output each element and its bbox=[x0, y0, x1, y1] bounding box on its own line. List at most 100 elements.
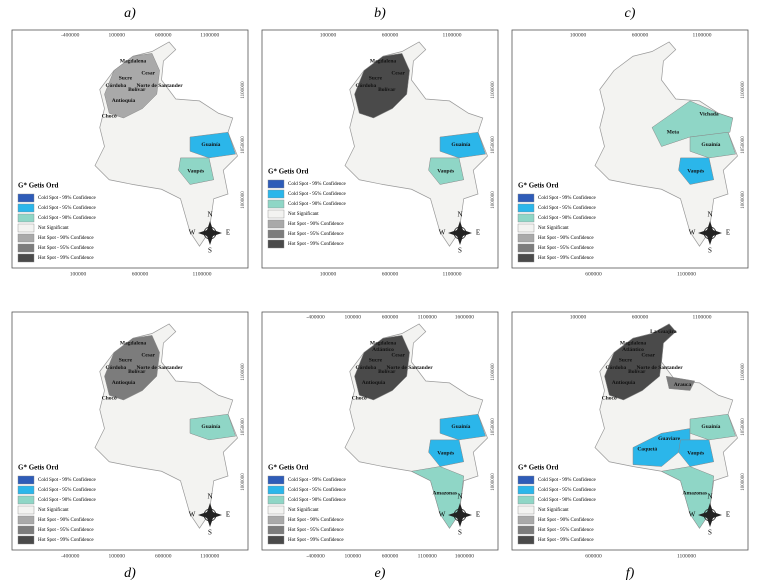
coord-label: 1000000 bbox=[241, 473, 246, 491]
legend-label: Cold Spot - 99% Confidence bbox=[288, 478, 347, 483]
region-label: Guainía bbox=[451, 142, 470, 148]
compass-rose bbox=[448, 503, 472, 527]
region-label: Bolívar bbox=[128, 369, 146, 375]
legend-swatch bbox=[517, 485, 535, 495]
compass-letter: S bbox=[208, 247, 212, 255]
region-label: Antioquia bbox=[112, 380, 136, 386]
legend-swatch bbox=[17, 213, 35, 223]
region-label: Norte de Santander bbox=[137, 83, 184, 89]
legend-swatch bbox=[267, 475, 285, 485]
region-label: Cesar bbox=[641, 353, 655, 359]
coord-label: 100000 bbox=[570, 32, 587, 38]
region-fill bbox=[439, 131, 486, 159]
legend-swatch bbox=[17, 233, 35, 243]
legend-swatch bbox=[267, 515, 285, 525]
region-label: Vaupés bbox=[687, 450, 704, 456]
coord-label: 600000 bbox=[632, 314, 649, 320]
coord-label: 1000000 bbox=[491, 473, 496, 491]
region-fill bbox=[689, 413, 736, 441]
compass-letter: S bbox=[208, 529, 212, 537]
legend-label: Hot Spot - 99% Confidence bbox=[38, 256, 94, 261]
region-label: Sucre bbox=[369, 357, 383, 363]
legend-swatch bbox=[517, 475, 535, 485]
compass-ring bbox=[203, 226, 217, 240]
coord-label: 1050000 bbox=[491, 136, 496, 154]
coord-label: 1100000 bbox=[491, 363, 496, 381]
legend-label: Hot Spot - 95% Confidence bbox=[38, 528, 94, 533]
region-fill bbox=[410, 466, 465, 529]
coord-label: 1050000 bbox=[741, 136, 746, 154]
legend-swatch bbox=[267, 189, 285, 199]
region-label: Amazonas bbox=[683, 490, 707, 496]
legend-label: Cold Spot - 95% Confidence bbox=[38, 206, 97, 211]
legend-swatch bbox=[267, 229, 285, 239]
legend-label: Cold Spot - 90% Confidence bbox=[288, 202, 347, 207]
compass-letter: N bbox=[457, 493, 462, 501]
region-label: Chocó bbox=[352, 395, 367, 401]
compass-letter: W bbox=[439, 229, 446, 237]
compass-letter: E bbox=[476, 229, 480, 237]
compass-ring bbox=[703, 226, 717, 240]
region-label: Guaviare bbox=[658, 436, 680, 442]
region-fill bbox=[178, 157, 215, 185]
legend-label: Cold Spot - 99% Confidence bbox=[38, 478, 97, 483]
region-fill bbox=[660, 466, 715, 529]
legend-swatch bbox=[17, 193, 35, 203]
coord-label: 100000 bbox=[345, 553, 362, 559]
region-fill bbox=[428, 157, 465, 185]
region-label: Arauca bbox=[674, 382, 692, 388]
region-label: Norte de Santander bbox=[637, 365, 684, 371]
region-label: Antioquia bbox=[362, 380, 386, 386]
panel-label: d) bbox=[124, 566, 136, 580]
legend-swatch bbox=[17, 515, 35, 525]
legend-label: Not Significant bbox=[38, 226, 69, 231]
region-label: Guainía bbox=[201, 424, 220, 430]
legend-swatch bbox=[17, 505, 35, 515]
coord-label: 600000 bbox=[382, 314, 399, 320]
coord-label: 1100000 bbox=[241, 81, 246, 99]
coord-label: 1000000 bbox=[741, 473, 746, 491]
region-label: Bolívar bbox=[128, 87, 146, 93]
coord-label: 1100000 bbox=[200, 553, 219, 559]
legend-label: Not Significant bbox=[288, 212, 319, 217]
region-label: Cesar bbox=[391, 71, 405, 77]
coord-label: -400000 bbox=[306, 314, 325, 320]
region-fill bbox=[104, 335, 160, 401]
legend-label: Cold Spot - 99% Confidence bbox=[538, 196, 597, 201]
compass-ring bbox=[203, 508, 217, 522]
coord-label: 1100000 bbox=[677, 553, 696, 559]
compass-letter: N bbox=[207, 493, 212, 501]
legend-label: Hot Spot - 95% Confidence bbox=[38, 246, 94, 251]
compass-letter: W bbox=[189, 511, 196, 519]
legend-label: Cold Spot - 90% Confidence bbox=[538, 216, 597, 221]
legend-label: Hot Spot - 95% Confidence bbox=[288, 528, 344, 533]
region-label: Magdalena bbox=[620, 340, 647, 346]
region-label: Sucre bbox=[119, 75, 133, 81]
legend-swatch bbox=[267, 535, 285, 545]
legend-label: Cold Spot - 95% Confidence bbox=[538, 488, 597, 493]
region-label: Atlántico bbox=[372, 347, 394, 353]
coord-label: 100000 bbox=[320, 32, 337, 38]
region-fill bbox=[189, 131, 236, 159]
coord-label: 1000000 bbox=[241, 191, 246, 209]
compass-letter: E bbox=[726, 229, 730, 237]
legend-label: Cold Spot - 90% Confidence bbox=[538, 498, 597, 503]
legend-swatch bbox=[17, 475, 35, 485]
region-label: Antioquia bbox=[112, 98, 136, 104]
coord-label: 600000 bbox=[382, 553, 399, 559]
legend-swatch bbox=[17, 525, 35, 535]
coord-label: 100000 bbox=[109, 32, 126, 38]
legend-label: Hot Spot - 99% Confidence bbox=[38, 538, 94, 543]
map-panel: a) Magdalena Cesar Sucre Norte de Santander C… bbox=[11, 6, 249, 277]
legend-label: Hot Spot - 90% Confidence bbox=[538, 236, 594, 241]
coord-label: 1000000 bbox=[741, 191, 746, 209]
region-label: Cesar bbox=[141, 353, 155, 359]
legend-swatch bbox=[517, 213, 535, 223]
coord-label: 600000 bbox=[382, 32, 399, 38]
region-label: Chocó bbox=[602, 395, 617, 401]
coord-label: 100000 bbox=[109, 553, 126, 559]
coord-label: 1600000 bbox=[455, 553, 475, 559]
coord-label: 1100000 bbox=[418, 553, 437, 559]
panel-label: e) bbox=[375, 566, 386, 580]
